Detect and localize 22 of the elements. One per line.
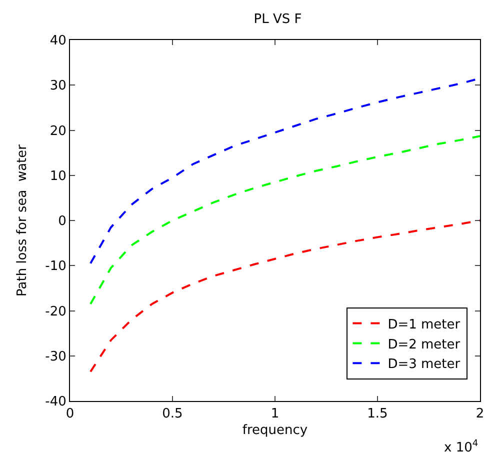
y-tick-label: -20 — [45, 304, 66, 320]
y-tick-label: 0 — [58, 214, 66, 230]
chart-title: PL VS F — [254, 12, 302, 27]
x-tick-label: 1 — [270, 406, 280, 422]
line-series — [90, 135, 480, 305]
x-axis-title: frequency — [242, 423, 308, 438]
y-axis-title: Path loss for sea water — [15, 144, 30, 296]
y-tick-label: -40 — [45, 394, 66, 410]
y-tick-label: 20 — [50, 124, 66, 139]
y-tick-label: 40 — [50, 34, 66, 49]
text: x 10$^{4}$ — [444, 439, 478, 456]
legend-label: D=2 meter — [388, 337, 461, 352]
line-series — [90, 220, 480, 373]
legend-label: D=3 meter — [388, 357, 461, 372]
y-tick-label: -10 — [45, 259, 66, 274]
x-tick-label: 1.5 — [367, 406, 388, 422]
y-tick-label: -30 — [45, 349, 66, 364]
y-tick-label: 10 — [50, 168, 66, 184]
legend-label: D=1 meter — [388, 317, 461, 332]
x-tick-label: 2 — [476, 406, 484, 422]
y-tick-label: 30 — [50, 78, 66, 94]
x-tick-label: 0.5 — [162, 406, 183, 422]
